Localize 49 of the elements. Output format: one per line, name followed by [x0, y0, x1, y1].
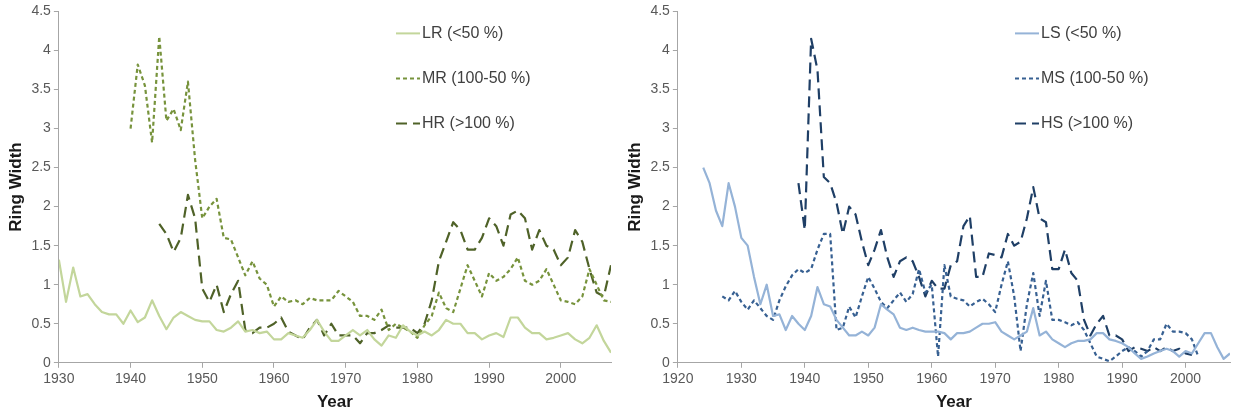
legend-label: MS (100-50 %)	[1041, 68, 1149, 86]
x-tick-label: 1920	[662, 370, 694, 387]
y-tick-label: 0.5	[31, 314, 52, 331]
y-tick-label: 4	[43, 41, 52, 58]
y-tick-label: 2	[662, 197, 671, 214]
y-tick-label: 2.5	[650, 158, 671, 175]
y-tick-label: 0.5	[650, 314, 671, 331]
legend-label: HR (>100 %)	[422, 113, 515, 131]
y-tick-label: 2.5	[31, 158, 52, 175]
x-tick-label: 2000	[545, 370, 577, 387]
y-tick-label: 3	[662, 119, 671, 136]
x-tick-label: 1990	[473, 370, 505, 387]
x-tick-label: 1930	[43, 370, 75, 387]
x-tick-label: 1980	[401, 370, 434, 387]
line-series	[721, 232, 1200, 363]
y-tick-label: 3.5	[31, 80, 52, 97]
x-tick-label: 1970	[979, 370, 1011, 387]
x-tick-label: 1990	[1106, 370, 1138, 387]
x-tick-label: 1970	[330, 370, 362, 387]
x-tick-label: 1930	[725, 370, 758, 387]
x-tick-label: 1950	[186, 370, 219, 387]
y-tick-label: 1	[662, 275, 671, 292]
y-axis-title: Ring Width	[624, 142, 644, 232]
x-tick-label: 1950	[852, 370, 885, 387]
x-tick-label: 1940	[789, 370, 821, 387]
x-tick-label: 1960	[258, 370, 290, 387]
y-tick-label: 4.5	[31, 2, 52, 19]
y-tick-label: 3	[43, 119, 52, 136]
y-tick-label: 4.5	[650, 2, 671, 19]
x-tick-label: 2000	[1170, 370, 1202, 387]
y-axis-title: Ring Width	[5, 142, 25, 232]
x-tick-label: 1960	[916, 370, 948, 387]
x-axis-title: Year	[935, 392, 973, 412]
x-tick-label: 1940	[114, 370, 147, 387]
y-tick-label: 1.5	[650, 236, 671, 253]
legend-label: MR (100-50 %)	[422, 68, 531, 86]
legend-label: LR (<50 %)	[422, 23, 504, 41]
line-series	[158, 193, 611, 345]
y-tick-label: 1.5	[31, 236, 52, 253]
x-axis-title: Year	[316, 392, 354, 412]
x-tick-label: 1980	[1043, 370, 1075, 387]
y-tick-label: 0	[662, 353, 671, 370]
legend-label: LS (<50 %)	[1041, 23, 1122, 41]
y-tick-label: 4	[662, 41, 671, 58]
y-tick-label: 2	[43, 197, 52, 214]
y-tick-label: 3.5	[650, 80, 671, 97]
y-tick-label: 0	[43, 353, 52, 370]
y-tick-label: 1	[43, 275, 52, 292]
legend-label: HS (>100 %)	[1041, 113, 1134, 131]
